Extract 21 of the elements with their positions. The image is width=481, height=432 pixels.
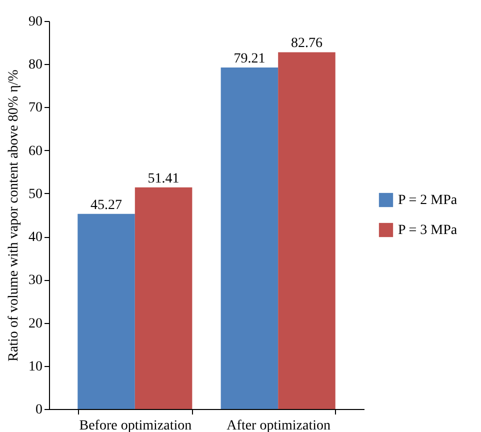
y-tick-label: 0 [36,402,42,418]
y-tick-label: 70 [28,100,42,116]
y-tick-label: 80 [28,58,42,73]
bar [220,68,278,409]
legend-label: P = 3 MPa [398,223,458,238]
legend-label: P = 2 MPa [398,193,458,208]
data-label: 45.27 [90,198,122,213]
data-label: 82.76 [290,36,322,52]
y-tick-label: 20 [28,316,42,332]
y-tick-label: 10 [28,359,42,374]
data-label: 79.21 [234,52,266,67]
y-tick-label: 30 [28,273,42,288]
y-tick-label: 60 [28,144,42,159]
y-tick-label: 40 [28,230,42,246]
data-label: 51.41 [148,171,180,186]
bar [278,52,336,409]
y-axis-title: Ratio of volume with vapor content above 80% η/% [6,69,22,362]
bar [78,214,135,409]
bar [134,187,192,409]
y-tick-label: 50 [28,186,42,202]
y-tick-label: 90 [28,14,42,30]
